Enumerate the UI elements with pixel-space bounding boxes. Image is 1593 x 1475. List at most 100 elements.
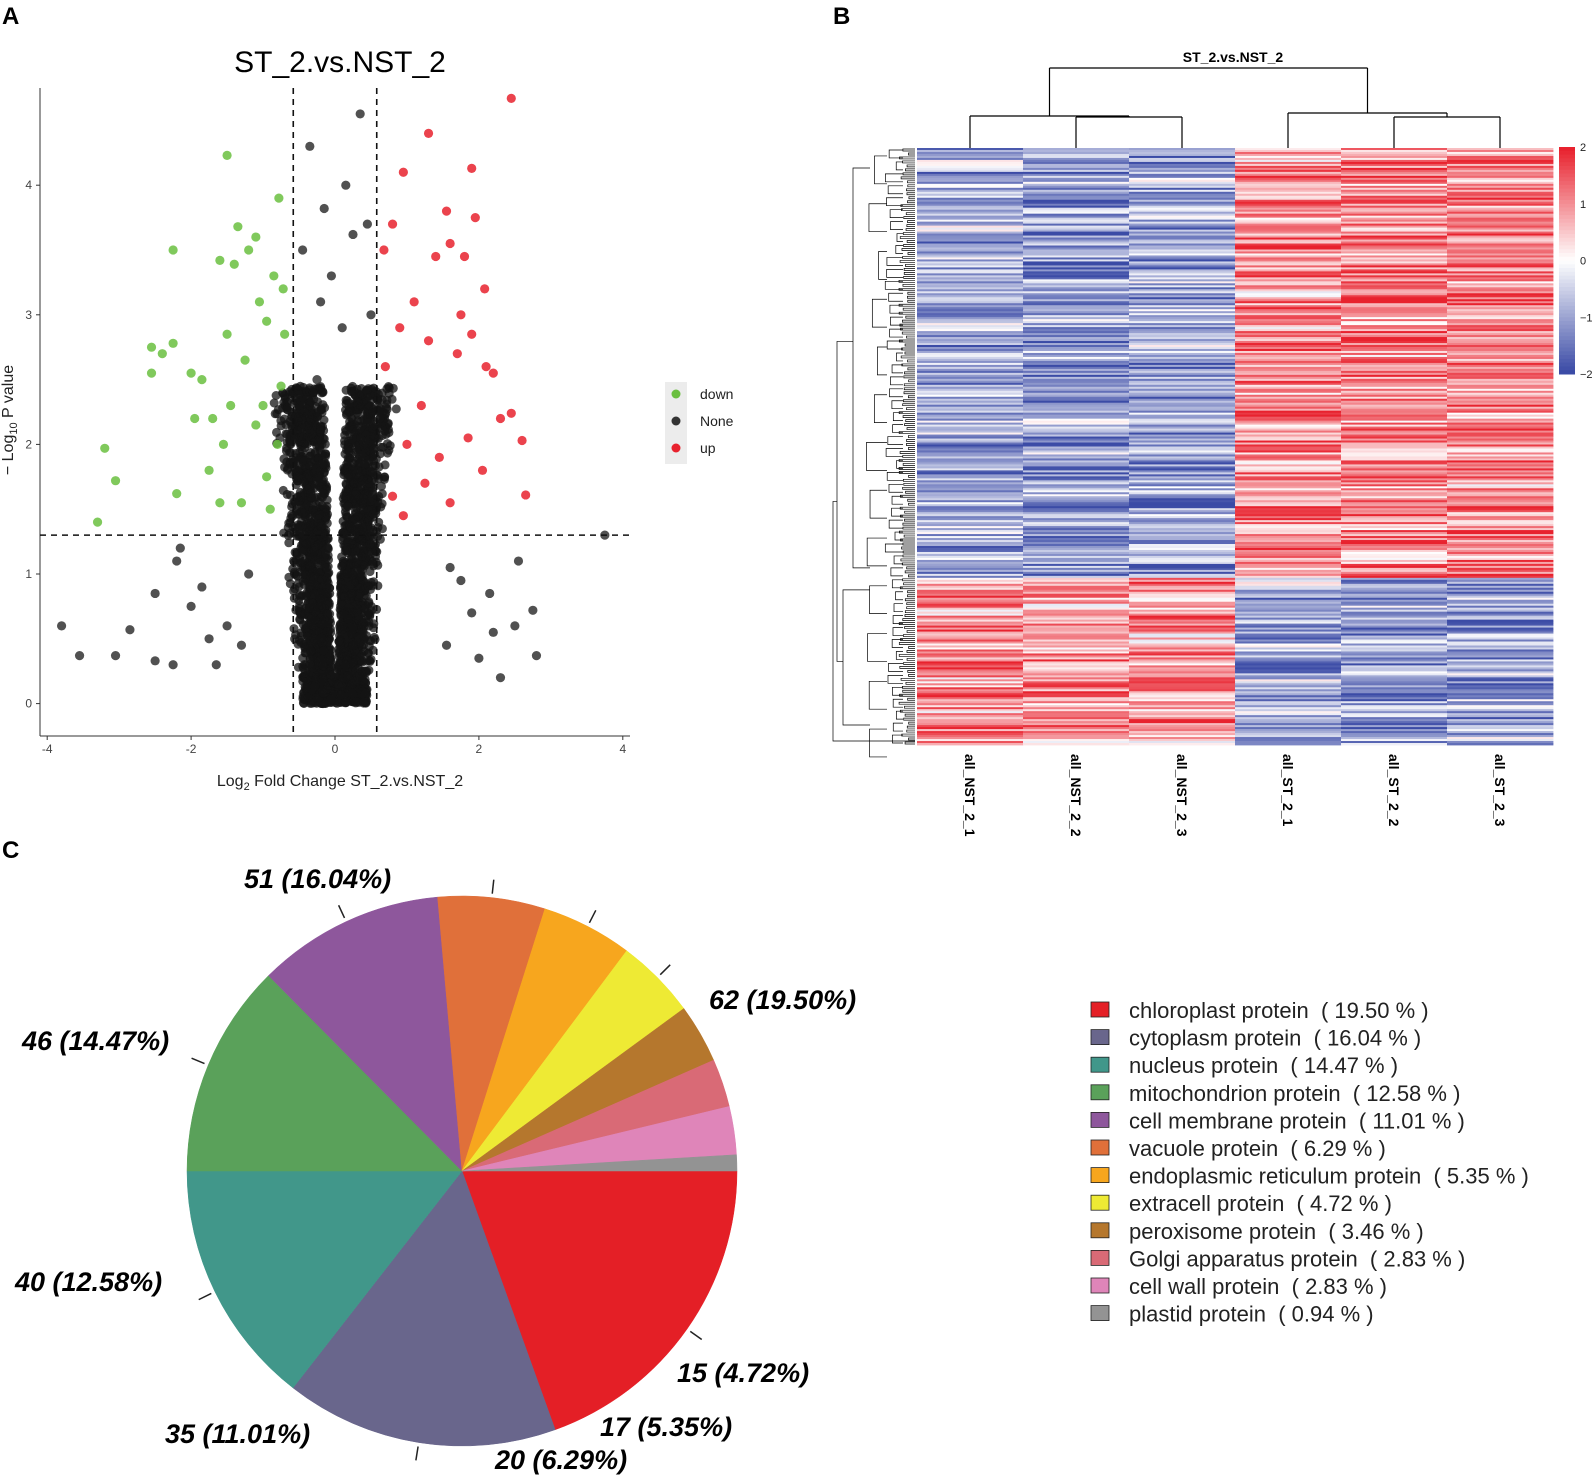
heatmap-cell — [1023, 687, 1130, 690]
volcano-point-down — [280, 329, 290, 339]
heatmap-cell — [1129, 412, 1236, 416]
heatmap-cell — [1341, 522, 1448, 525]
heatmap-cell — [1447, 301, 1554, 304]
heatmap-cell — [1129, 490, 1236, 493]
pie-annotation: 20 (6.29%) — [494, 1445, 627, 1475]
heatmap-cell — [1235, 211, 1342, 215]
dendrogram-branch — [884, 280, 903, 290]
heatmap-cell — [1129, 149, 1236, 153]
heatmap-cell — [1341, 426, 1448, 429]
heatmap-cell — [1023, 408, 1130, 412]
heatmap-cell — [1447, 207, 1554, 211]
heatmap-cell — [917, 589, 1024, 593]
heatmap-cell — [1235, 193, 1342, 197]
heatmap-cell — [1341, 607, 1448, 611]
heatmap-cell — [1235, 482, 1342, 485]
heatmap-cell — [917, 303, 1024, 306]
heatmap-cell — [1023, 615, 1130, 619]
volcano-cloud-point — [373, 531, 383, 541]
heatmap-cell — [1447, 703, 1554, 706]
volcano-point-up — [420, 478, 430, 488]
heatmap-cell — [1341, 657, 1448, 660]
heatmap-cell — [1447, 731, 1554, 734]
heatmap-cell — [917, 255, 1024, 258]
heatmap-cell — [1129, 719, 1236, 722]
heatmap-cell — [1023, 329, 1130, 332]
heatmap-cell — [1235, 448, 1342, 451]
heatmap-scale-band — [1559, 177, 1575, 182]
heatmap-cell — [1447, 283, 1554, 286]
heatmap-cell — [1129, 247, 1236, 250]
heatmap-cell — [1235, 157, 1342, 161]
heatmap-cell — [917, 319, 1024, 322]
heatmap-cell — [1235, 337, 1342, 340]
heatmap-cell — [1447, 478, 1554, 481]
heatmap-cell — [1341, 378, 1448, 382]
heatmap-cell — [1023, 486, 1130, 489]
heatmap-cell — [1341, 460, 1448, 463]
heatmap-cell — [1447, 183, 1554, 187]
volcano-point-none — [531, 651, 542, 661]
heatmap-scale-band — [1559, 181, 1575, 186]
heatmap-cell — [1235, 532, 1342, 535]
heatmap-cell — [1023, 380, 1130, 384]
heatmap-cell — [1023, 289, 1130, 292]
heatmap-cell — [1129, 613, 1236, 617]
heatmap-cell — [1023, 347, 1130, 350]
heatmap-cell — [1023, 358, 1130, 362]
pie-leader-line — [491, 879, 495, 894]
volcano-point-none — [74, 651, 85, 661]
heatmap-cell — [1129, 651, 1236, 654]
heatmap-cell — [917, 557, 1024, 561]
heatmap-cell — [1129, 667, 1236, 670]
volcano-cloud-point — [314, 481, 324, 491]
heatmap-cell — [1341, 247, 1448, 250]
heatmap-cell — [917, 709, 1024, 712]
volcano-point-down — [251, 232, 261, 242]
heatmap-cell — [1341, 583, 1448, 587]
heatmap-cell — [1341, 492, 1448, 495]
heatmap-cell — [1129, 468, 1236, 471]
heatmap-cell — [1129, 368, 1236, 372]
heatmap-cell — [1341, 581, 1448, 585]
heatmap-cell — [1341, 703, 1448, 706]
heatmap-cell — [917, 197, 1024, 201]
volcano-cloud-point — [371, 461, 380, 471]
volcano-x-tick-label: 4 — [619, 742, 626, 756]
heatmap-cell — [1235, 358, 1342, 362]
volcano-cloud-point — [337, 561, 347, 571]
heatmap-cell — [1341, 563, 1448, 567]
heatmap-cell — [1023, 259, 1130, 262]
pie-slice-nucleus-protein — [186, 1170, 463, 1389]
heatmap-cell — [917, 510, 1024, 513]
heatmap-cell — [1447, 526, 1554, 529]
heatmap-cell — [1447, 575, 1554, 579]
volcano-cloud-point — [365, 611, 375, 621]
heatmap-cell — [917, 460, 1024, 463]
heatmap-cell — [1235, 289, 1342, 292]
dendrogram-branch — [901, 685, 915, 689]
dendrogram-branch — [903, 534, 915, 538]
volcano-cloud-point — [361, 447, 371, 457]
heatmap-cell — [1235, 723, 1342, 726]
heatmap-cell — [1341, 689, 1448, 692]
heatmap-cell — [917, 420, 1024, 424]
heatmap-cell — [1235, 201, 1342, 205]
heatmap-cell — [1447, 585, 1554, 589]
heatmap-cell — [1447, 737, 1554, 740]
heatmap-cell — [1235, 641, 1342, 644]
dendrogram-branch — [869, 728, 887, 758]
heatmap-cell — [917, 546, 1024, 549]
heatmap-cell — [917, 555, 1024, 559]
heatmap-cell — [1129, 516, 1236, 519]
heatmap-cell — [1023, 661, 1130, 664]
heatmap-cell — [1235, 223, 1342, 227]
heatmap-cell — [1235, 573, 1342, 577]
heatmap-cell — [1235, 621, 1342, 625]
heatmap-cell — [917, 456, 1024, 459]
volcano-points — [56, 93, 610, 683]
dendrogram-branch — [908, 574, 915, 578]
heatmap-cell — [1341, 205, 1448, 209]
volcano-cloud-point — [343, 568, 353, 578]
